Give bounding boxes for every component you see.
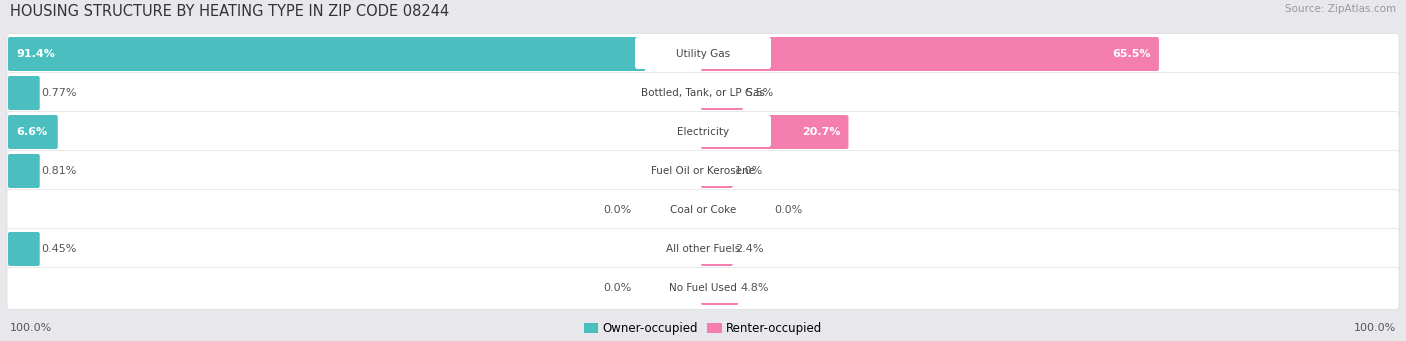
FancyBboxPatch shape xyxy=(636,193,770,225)
Text: 2.4%: 2.4% xyxy=(735,244,763,254)
Text: All other Fuels: All other Fuels xyxy=(666,244,740,254)
FancyBboxPatch shape xyxy=(7,267,1399,310)
FancyBboxPatch shape xyxy=(7,228,1399,270)
Text: 0.45%: 0.45% xyxy=(42,244,77,254)
FancyBboxPatch shape xyxy=(702,115,848,149)
Text: Bottled, Tank, or LP Gas: Bottled, Tank, or LP Gas xyxy=(641,88,765,98)
FancyBboxPatch shape xyxy=(7,150,1399,193)
Text: Source: ZipAtlas.com: Source: ZipAtlas.com xyxy=(1285,4,1396,14)
FancyBboxPatch shape xyxy=(8,115,58,149)
FancyBboxPatch shape xyxy=(7,190,1399,232)
Text: 1.0%: 1.0% xyxy=(735,166,763,176)
FancyBboxPatch shape xyxy=(7,112,1399,153)
FancyBboxPatch shape xyxy=(8,37,645,71)
Text: Electricity: Electricity xyxy=(676,127,730,137)
FancyBboxPatch shape xyxy=(7,33,1399,75)
FancyBboxPatch shape xyxy=(8,76,39,110)
Text: 65.5%: 65.5% xyxy=(1112,49,1152,59)
Text: 0.81%: 0.81% xyxy=(42,166,77,176)
FancyBboxPatch shape xyxy=(702,232,733,266)
FancyBboxPatch shape xyxy=(636,37,770,69)
FancyBboxPatch shape xyxy=(636,115,770,147)
Text: 0.77%: 0.77% xyxy=(42,88,77,98)
Legend: Owner-occupied, Renter-occupied: Owner-occupied, Renter-occupied xyxy=(583,322,823,335)
Text: 4.8%: 4.8% xyxy=(741,283,769,293)
Text: 100.0%: 100.0% xyxy=(1354,323,1396,333)
FancyBboxPatch shape xyxy=(7,73,1399,115)
Text: 5.5%: 5.5% xyxy=(745,88,773,98)
FancyBboxPatch shape xyxy=(702,271,738,305)
Text: Fuel Oil or Kerosene: Fuel Oil or Kerosene xyxy=(651,166,755,176)
Text: 20.7%: 20.7% xyxy=(801,127,841,137)
FancyBboxPatch shape xyxy=(8,154,39,188)
FancyBboxPatch shape xyxy=(8,232,39,266)
Text: 6.6%: 6.6% xyxy=(15,127,48,137)
FancyBboxPatch shape xyxy=(702,154,733,188)
Text: 91.4%: 91.4% xyxy=(15,49,55,59)
FancyBboxPatch shape xyxy=(636,76,770,108)
Text: 0.0%: 0.0% xyxy=(773,205,803,215)
Text: Utility Gas: Utility Gas xyxy=(676,49,730,59)
Text: HOUSING STRUCTURE BY HEATING TYPE IN ZIP CODE 08244: HOUSING STRUCTURE BY HEATING TYPE IN ZIP… xyxy=(10,4,450,19)
FancyBboxPatch shape xyxy=(636,271,770,303)
FancyBboxPatch shape xyxy=(702,37,1159,71)
FancyBboxPatch shape xyxy=(636,232,770,264)
Text: No Fuel Used: No Fuel Used xyxy=(669,283,737,293)
Text: 0.0%: 0.0% xyxy=(603,283,633,293)
Text: 100.0%: 100.0% xyxy=(10,323,52,333)
Text: Coal or Coke: Coal or Coke xyxy=(669,205,737,215)
FancyBboxPatch shape xyxy=(702,76,744,110)
Text: 0.0%: 0.0% xyxy=(603,205,633,215)
FancyBboxPatch shape xyxy=(636,154,770,186)
